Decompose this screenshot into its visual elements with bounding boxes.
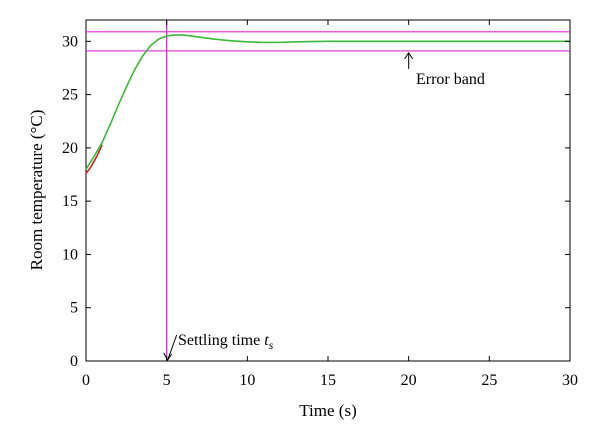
error-band-arrowhead (404, 52, 414, 60)
x-tick-label: 30 (562, 372, 578, 389)
error-band-label: Error band (416, 71, 485, 88)
settling-time-text: Settling time (178, 332, 264, 349)
x-tick-label: 15 (320, 372, 336, 389)
y-tick-label: 10 (62, 246, 78, 263)
settling-time-symbol: t (264, 332, 269, 349)
x-tick-label: 5 (163, 372, 171, 389)
x-tick-label: 10 (239, 372, 255, 389)
y-tick-label: 30 (62, 33, 78, 50)
series-line-2 (85, 34, 570, 170)
x-tick-label: 0 (82, 372, 90, 389)
settling-time-label: Settling time ts (178, 332, 274, 352)
x-tick-label: 25 (481, 372, 497, 389)
y-tick-label: 25 (62, 87, 78, 104)
plot-frame (85, 19, 571, 362)
y-tick-label: 15 (62, 193, 78, 210)
settling-time-arrow (167, 334, 178, 361)
y-tick-label: 5 (70, 300, 78, 317)
x-axis-title: Time (s) (299, 401, 356, 420)
x-tick-label: 20 (401, 372, 417, 389)
y-tick-label: 20 (62, 140, 78, 157)
y-axis-title: Room temperature (°C) (27, 110, 46, 271)
settling-time-subscript: s (269, 338, 274, 352)
settling-time-arrowhead (163, 352, 173, 361)
series-line-1 (85, 144, 103, 174)
y-tick-label: 0 (70, 353, 78, 370)
